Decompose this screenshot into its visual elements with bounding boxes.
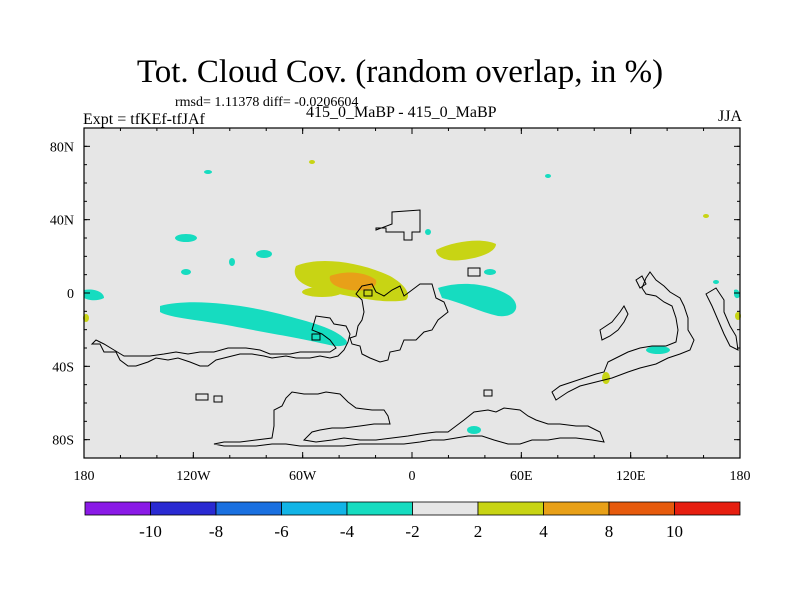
experiment-label: Expt = tfKEf-tfJAf — [83, 111, 205, 128]
colorbar-box — [477, 501, 544, 516]
stats-line: rmsd= 1.11378 diff= -0.0206604 — [175, 95, 359, 110]
y-tick-label: 80S — [52, 434, 74, 449]
negative-patch — [175, 234, 197, 242]
x-tick-label: 60E — [510, 469, 533, 484]
negative-patch — [438, 283, 517, 317]
cases-label: 415_0_MaBP - 415_0_MaBP — [306, 104, 497, 121]
island — [483, 389, 493, 397]
coastline — [599, 305, 629, 341]
coastline — [90, 315, 351, 367]
negative-patch — [160, 302, 347, 347]
island — [195, 393, 209, 401]
negative-patch — [84, 289, 104, 301]
colorbar-box — [84, 501, 151, 516]
strong-positive-patch — [329, 272, 377, 291]
positive-patch — [602, 372, 610, 384]
coastline — [635, 275, 647, 289]
negative-patch — [484, 269, 496, 275]
map-background — [84, 128, 740, 458]
colorbar-box — [412, 501, 479, 516]
positive-patch — [309, 160, 315, 164]
colorbar-box — [215, 501, 282, 516]
colorbar-box — [150, 501, 217, 516]
colorbar-box — [543, 501, 610, 516]
coastlines — [90, 209, 739, 447]
map-panel — [83, 127, 741, 459]
colorbar-label: 4 — [539, 522, 548, 541]
positive-patch — [302, 287, 342, 297]
y-axis: 80N 40N 0 40S 80S — [50, 127, 740, 459]
x-tick-label: 0 — [409, 469, 416, 484]
coastline — [349, 283, 449, 363]
negative-patch — [181, 269, 191, 275]
x-tick-label: 180 — [74, 469, 95, 484]
positive-patch — [703, 214, 709, 218]
coastline — [705, 287, 739, 351]
chart-title: Tot. Cloud Cov. (random overlap, in %) — [136, 54, 664, 90]
positive-patch — [436, 240, 496, 261]
colorbar-label: 2 — [474, 522, 483, 541]
negative-patch — [256, 250, 272, 258]
y-tick-label: 0 — [67, 287, 74, 302]
island — [311, 333, 321, 341]
island — [213, 395, 223, 403]
anomaly-patches — [83, 160, 741, 434]
x-tick-label: 120E — [616, 469, 646, 484]
negative-patch — [467, 426, 481, 434]
x-tick-label: 120W — [176, 469, 211, 484]
negative-patch — [713, 280, 719, 284]
colorbar-label: -6 — [274, 522, 288, 541]
colorbar-box — [674, 501, 741, 516]
season-label: JJA — [717, 108, 742, 125]
colorbar-label: -10 — [139, 522, 162, 541]
colorbar-label: 10 — [666, 522, 683, 541]
colorbar-label: 8 — [605, 522, 614, 541]
colorbar-box — [281, 501, 348, 516]
x-tick-label: 60W — [289, 469, 317, 484]
y-tick-label: 40S — [52, 360, 74, 375]
colorbar-label: -8 — [209, 522, 223, 541]
negative-patch — [204, 170, 212, 174]
colorbar-label: -4 — [340, 522, 355, 541]
colorbar-box — [608, 501, 675, 516]
colorbar-box — [346, 501, 413, 516]
negative-patch — [425, 229, 431, 235]
colorbar-label: -2 — [405, 522, 419, 541]
y-tick-label: 40N — [50, 214, 74, 229]
colorbar: -10 -8 -6 -4 -2 2 4 8 10 — [84, 501, 741, 541]
coastline — [375, 209, 421, 241]
island — [467, 267, 481, 277]
coastline — [551, 271, 695, 401]
x-axis: 180 120W 60W 0 60E 120E 180 — [74, 128, 751, 484]
y-tick-label: 80N — [50, 140, 74, 155]
negative-patch — [545, 174, 551, 178]
coastline — [213, 391, 605, 447]
negative-patch — [646, 346, 670, 354]
island — [363, 289, 373, 297]
negative-patch — [229, 258, 235, 266]
negative-patch — [734, 289, 740, 299]
x-tick-label: 180 — [730, 469, 751, 484]
